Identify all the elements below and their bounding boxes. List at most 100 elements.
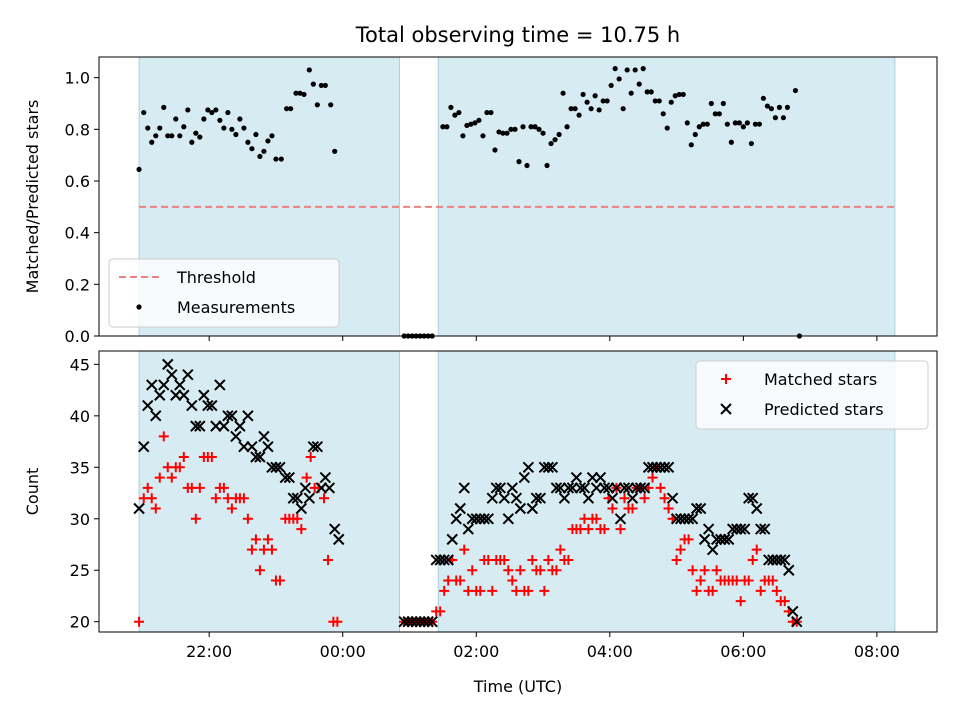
measurement-point	[556, 131, 562, 138]
measurement-point	[580, 91, 586, 98]
predicted-star-point	[422, 615, 434, 628]
matched-star-point	[206, 452, 217, 463]
predicted-star-point	[550, 482, 563, 494]
measurement-point	[185, 107, 191, 113]
measurement-point	[736, 120, 742, 126]
predicted-star-point	[755, 523, 767, 535]
matched-star-point	[695, 575, 706, 586]
measurement-point	[704, 121, 710, 127]
measurement-point	[444, 124, 450, 130]
matched-star-point	[747, 554, 758, 565]
matched-star-point	[174, 462, 185, 473]
measurement-point	[225, 109, 231, 116]
matched-star-point	[607, 503, 618, 514]
measurement-point	[676, 91, 682, 98]
predicted-star-point	[658, 461, 671, 474]
legend-box	[695, 360, 929, 430]
matched-star-point	[503, 565, 514, 576]
predicted-star-point	[510, 492, 523, 504]
matched-star-point	[735, 596, 746, 607]
measurement-point	[780, 115, 787, 121]
matched-star-point	[146, 493, 157, 504]
measurement-point	[464, 122, 470, 129]
y-tick-label: 1.0	[65, 69, 90, 88]
matched-star-point	[210, 493, 221, 504]
measurement-point	[197, 134, 203, 140]
legend-label: Measurements	[177, 298, 295, 317]
predicted-star-point	[150, 410, 162, 422]
matched-star-point	[238, 493, 249, 504]
measurement-point	[740, 124, 746, 130]
measurement-point	[612, 66, 618, 72]
predicted-star-point	[454, 502, 466, 515]
measurement-point	[688, 142, 694, 148]
predicted-star-point	[751, 502, 763, 515]
measurement-point	[488, 109, 494, 116]
y-tick-label: 30	[70, 510, 90, 529]
measurement-point	[508, 126, 514, 132]
x-tick-label: 08:00	[854, 642, 900, 661]
top-legend: Threshold Measurements	[108, 258, 340, 328]
predicted-star-point	[133, 502, 145, 515]
predicted-star-point	[258, 430, 270, 443]
matched-star-point	[687, 565, 698, 576]
matched-star-point	[699, 565, 710, 576]
predicted-star-point	[666, 492, 679, 504]
predicted-star-point	[186, 399, 198, 412]
y-tick-label: 25	[70, 561, 90, 580]
predicted-star-point	[279, 471, 292, 484]
measurement-point	[784, 104, 791, 110]
matched-star-point	[226, 503, 237, 514]
count-panel: 20 25 30 35 40 45 22:00 00:00 02:00 04:00 06:00 08…	[23, 350, 938, 696]
predicted-star-point	[598, 482, 611, 494]
measurement-point	[592, 93, 598, 99]
measurement-point	[588, 106, 594, 112]
measurement-point	[528, 124, 534, 130]
measurement-point	[253, 131, 259, 138]
predicted-star-point	[606, 492, 619, 504]
predicted-star-point	[614, 513, 627, 525]
predicted-star-point	[206, 399, 218, 412]
predicted-star-point	[706, 543, 719, 556]
measurement-point	[552, 137, 558, 143]
measurement-point	[181, 124, 187, 130]
measurement-point	[440, 124, 446, 130]
measurement-point	[596, 107, 602, 113]
predicted-star-point	[558, 492, 571, 504]
measurement-point	[496, 129, 502, 135]
measurement-point	[728, 139, 734, 145]
measurement-point	[161, 104, 167, 110]
matched-star-point	[246, 544, 257, 555]
y-tick-label: 40	[70, 407, 90, 426]
measurement-point	[700, 121, 706, 127]
matched-star-point	[683, 534, 694, 545]
measurement-point	[165, 133, 171, 139]
measurement-point	[576, 112, 582, 118]
predicted-star-point	[546, 461, 559, 474]
matched-star-point	[583, 524, 594, 535]
measurement-point	[520, 124, 526, 130]
matched-star-point	[627, 503, 638, 514]
predicted-star-point	[438, 554, 450, 566]
matched-star-point	[242, 513, 253, 524]
predicted-star-point	[582, 492, 595, 504]
predicted-star-point	[246, 441, 258, 453]
predicted-star-point	[578, 482, 591, 494]
y-tick-label: 0.8	[65, 120, 90, 139]
matched-star-point	[663, 503, 674, 514]
predicted-star-point	[250, 451, 262, 463]
matched-star-point	[166, 472, 177, 483]
measurement-point	[193, 130, 199, 136]
matched-star-point	[671, 554, 682, 565]
matched-star-point	[455, 575, 466, 586]
matched-star-point	[190, 513, 201, 524]
measurement-point	[656, 98, 662, 104]
predicted-star-point	[178, 389, 190, 401]
measurement-point	[772, 115, 779, 121]
matched-star-point	[523, 585, 534, 596]
measurement-point	[484, 109, 490, 116]
measurement-point	[752, 121, 758, 127]
matched-star-point	[771, 585, 782, 596]
bottom-y-ticks: 20 25 30 35 40 45	[70, 355, 99, 632]
measurement-point	[229, 126, 235, 132]
